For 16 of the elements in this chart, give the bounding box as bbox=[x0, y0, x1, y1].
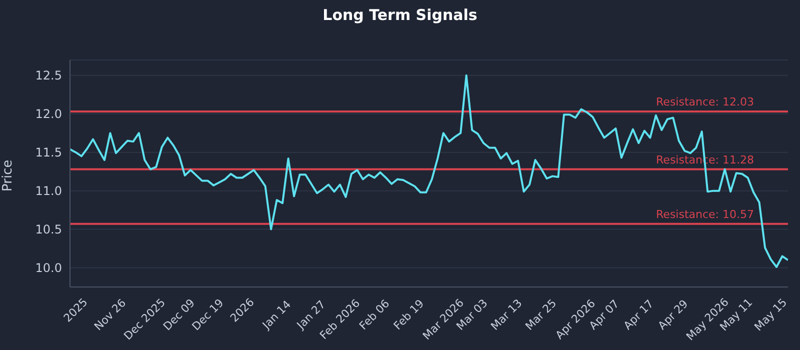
y-tick-label: 12.5 bbox=[35, 68, 62, 83]
y-tick-label: 10.5 bbox=[35, 222, 62, 237]
y-tick-label: 10.0 bbox=[35, 261, 62, 276]
x-tick-label: Mar 13 bbox=[488, 296, 525, 333]
y-tick-label: 11.5 bbox=[35, 146, 62, 160]
y-tick-label: 12.0 bbox=[35, 107, 62, 122]
ref-line-label: Resistance: 12.03 bbox=[656, 96, 754, 109]
y-axis-title: Price bbox=[0, 160, 16, 192]
ref-line-label: Resistance: 10.57 bbox=[656, 208, 754, 221]
x-tick-label: Jan 14 bbox=[259, 298, 294, 332]
chart-title: Long Term Signals bbox=[322, 6, 478, 24]
line-series bbox=[70, 74, 788, 268]
x-tick-label: Feb 19 bbox=[391, 297, 427, 332]
x-tick-label: Apr 17 bbox=[621, 297, 656, 332]
x-tick-label: Apr 29 bbox=[656, 297, 691, 332]
y-tick-label: 11.0 bbox=[35, 184, 62, 198]
